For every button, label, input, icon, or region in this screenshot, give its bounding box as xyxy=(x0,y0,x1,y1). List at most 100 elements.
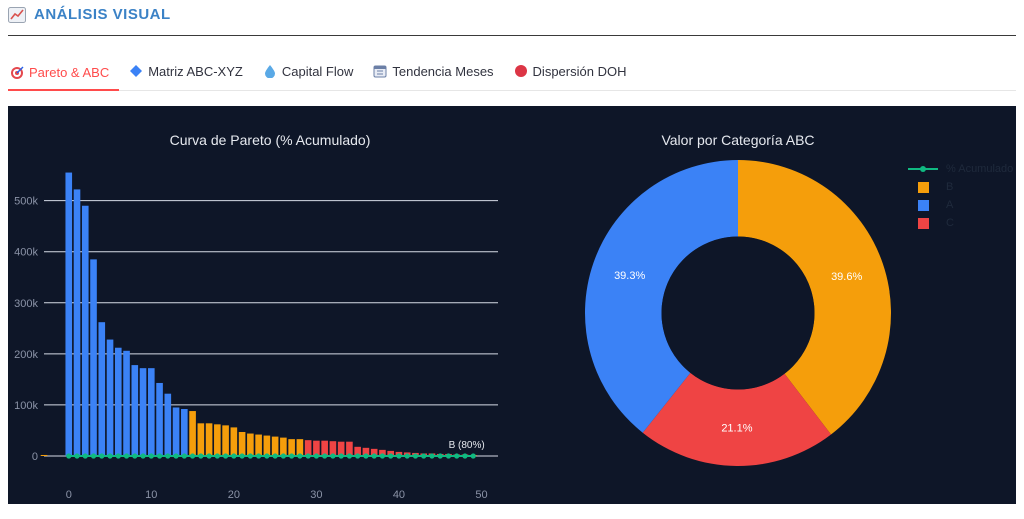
cumulative-point[interactable] xyxy=(231,453,237,459)
cumulative-point[interactable] xyxy=(388,453,394,459)
tab-tendencia-meses[interactable]: Tendencia Meses xyxy=(371,56,503,86)
bar-a[interactable] xyxy=(156,382,163,456)
bar-c[interactable] xyxy=(370,448,378,456)
bar-a[interactable] xyxy=(90,259,97,456)
bar-a[interactable] xyxy=(73,189,81,456)
donut-slice-b[interactable] xyxy=(738,160,891,435)
cumulative-point[interactable] xyxy=(421,453,427,459)
cumulative-point[interactable] xyxy=(264,453,270,459)
bar-a[interactable] xyxy=(106,339,114,456)
cumulative-point[interactable] xyxy=(346,453,353,459)
bar-a[interactable] xyxy=(114,347,122,456)
bar-b[interactable] xyxy=(40,454,48,456)
donut-slice-c[interactable] xyxy=(642,372,832,466)
cumulative-point[interactable] xyxy=(412,453,419,459)
bar-b[interactable] xyxy=(222,425,229,456)
bar-c[interactable] xyxy=(321,440,328,456)
bar-c[interactable] xyxy=(337,441,345,456)
bar-a[interactable] xyxy=(139,368,147,456)
bar-a[interactable] xyxy=(181,409,188,456)
bar-b[interactable] xyxy=(197,423,205,456)
cumulative-point[interactable] xyxy=(363,453,369,459)
cumulative-point[interactable] xyxy=(156,453,163,459)
bar-c[interactable] xyxy=(346,441,353,456)
legend-item-a[interactable]: A xyxy=(908,196,1013,214)
cumulative-point[interactable] xyxy=(247,453,253,459)
donut-slice-a[interactable] xyxy=(585,160,738,433)
bar-b[interactable] xyxy=(288,439,295,456)
bar-b[interactable] xyxy=(271,436,279,456)
cumulative-point[interactable] xyxy=(140,453,146,459)
cumulative-point[interactable] xyxy=(256,453,262,459)
cumulative-point[interactable] xyxy=(445,453,452,459)
cumulative-point[interactable] xyxy=(280,453,286,459)
cumulative-point[interactable] xyxy=(396,453,402,459)
bar-c[interactable] xyxy=(362,447,370,456)
cumulative-point[interactable] xyxy=(371,453,377,459)
bar-a[interactable] xyxy=(65,172,73,456)
cumulative-point[interactable] xyxy=(123,453,130,459)
cumulative-point[interactable] xyxy=(115,453,121,459)
cumulative-point[interactable] xyxy=(132,453,138,459)
cumulative-point[interactable] xyxy=(338,453,344,459)
cumulative-point[interactable] xyxy=(404,453,410,459)
cumulative-point[interactable] xyxy=(223,453,229,459)
bar-b[interactable] xyxy=(205,423,213,456)
cumulative-point[interactable] xyxy=(214,453,220,459)
cumulative-point[interactable] xyxy=(272,453,278,459)
cumulative-point[interactable] xyxy=(66,453,72,459)
bar-b[interactable] xyxy=(280,437,287,456)
cumulative-point[interactable] xyxy=(330,453,336,459)
cumulative-point[interactable] xyxy=(74,453,80,459)
cumulative-point[interactable] xyxy=(322,453,328,459)
bar-c[interactable] xyxy=(329,441,337,456)
cumulative-point[interactable] xyxy=(437,453,443,459)
cumulative-point[interactable] xyxy=(189,453,196,459)
cumulative-point[interactable] xyxy=(107,453,113,459)
bar-a[interactable] xyxy=(131,365,139,456)
bar-a[interactable] xyxy=(81,205,89,456)
bar-a[interactable] xyxy=(172,407,180,456)
cumulative-point[interactable] xyxy=(305,453,311,459)
bar-b[interactable] xyxy=(263,435,271,456)
bar-b[interactable] xyxy=(214,424,221,456)
cumulative-point[interactable] xyxy=(82,453,88,459)
tab-capital-flow[interactable]: Capital Flow xyxy=(261,56,364,86)
cumulative-point[interactable] xyxy=(313,453,319,459)
legend-item-c[interactable]: C xyxy=(908,214,1013,232)
cumulative-point[interactable] xyxy=(297,453,303,459)
bar-a[interactable] xyxy=(164,393,172,456)
cumulative-point[interactable] xyxy=(165,453,171,459)
cumulative-point[interactable] xyxy=(90,453,97,459)
cumulative-point[interactable] xyxy=(470,453,476,459)
bar-b[interactable] xyxy=(255,434,262,456)
bar-b[interactable] xyxy=(230,427,238,456)
bar-b[interactable] xyxy=(189,411,196,456)
bar-c[interactable] xyxy=(304,440,312,456)
bar-b[interactable] xyxy=(238,431,246,456)
tab-dispersion-doh[interactable]: Dispersión DOH xyxy=(512,56,637,86)
bar-c[interactable] xyxy=(313,440,320,456)
tab-pareto-abc[interactable]: Pareto & ABC xyxy=(8,56,120,91)
cumulative-point[interactable] xyxy=(454,453,460,459)
bar-c[interactable] xyxy=(379,449,386,456)
cumulative-point[interactable] xyxy=(289,453,295,459)
cumulative-point[interactable] xyxy=(206,453,212,459)
bar-a[interactable] xyxy=(148,368,155,456)
cumulative-point[interactable] xyxy=(239,453,245,459)
cumulative-point[interactable] xyxy=(429,453,435,459)
bar-a[interactable] xyxy=(123,350,130,456)
bar-b[interactable] xyxy=(296,439,304,456)
bar-c[interactable] xyxy=(354,446,361,456)
cumulative-point[interactable] xyxy=(379,453,386,459)
cumulative-point[interactable] xyxy=(99,453,105,459)
bar-b[interactable] xyxy=(247,433,254,456)
cumulative-point[interactable] xyxy=(148,453,154,459)
tab-matriz-abc-xyz[interactable]: Matriz ABC-XYZ xyxy=(127,56,253,86)
cumulative-point[interactable] xyxy=(355,453,361,459)
cumulative-point[interactable] xyxy=(462,453,468,459)
bar-a[interactable] xyxy=(98,322,106,456)
legend-item-b[interactable]: B xyxy=(908,178,1013,196)
legend-item-acumulado[interactable]: % Acumulado xyxy=(908,160,1013,178)
cumulative-point[interactable] xyxy=(173,453,179,459)
